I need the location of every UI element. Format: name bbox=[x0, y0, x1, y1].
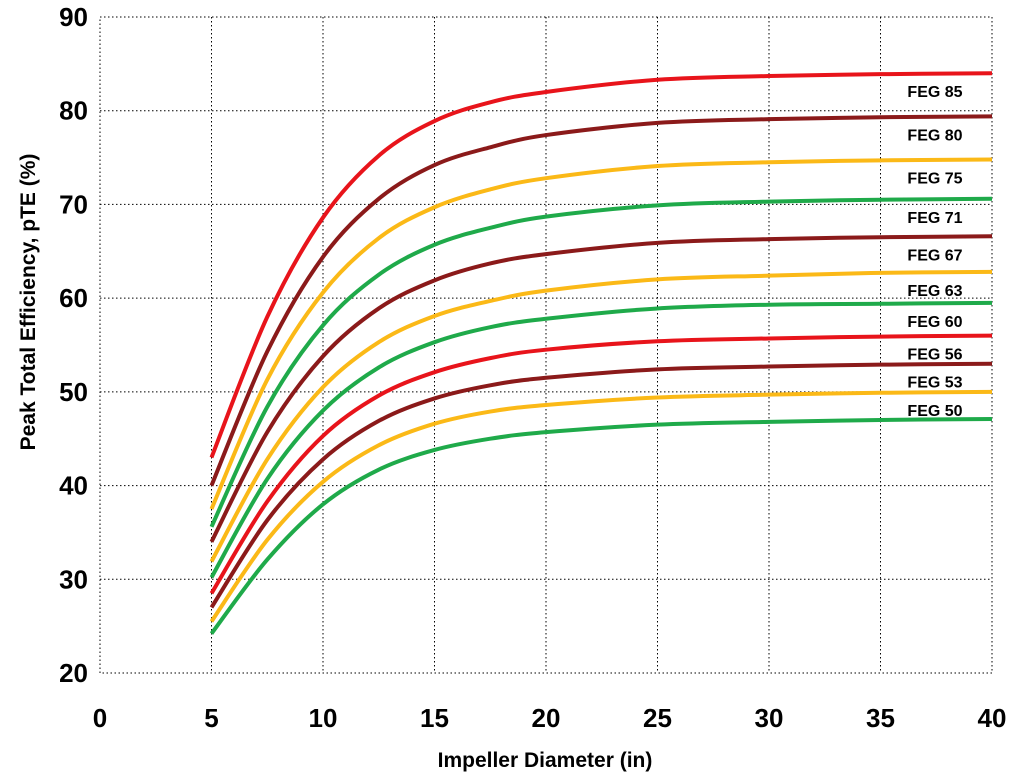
series-label: FEG 80 bbox=[907, 127, 962, 144]
y-tick-label: 30 bbox=[59, 564, 88, 594]
x-tick-label: 35 bbox=[866, 703, 895, 733]
series-label: FEG 53 bbox=[907, 375, 962, 392]
series-line bbox=[209, 389, 993, 623]
y-tick-label: 40 bbox=[59, 471, 88, 501]
series-line bbox=[209, 71, 993, 459]
series-label: FEG 71 bbox=[907, 210, 962, 227]
series-line bbox=[209, 417, 993, 635]
series-label: FEG 75 bbox=[907, 170, 962, 187]
series-line bbox=[209, 333, 993, 595]
series-line bbox=[209, 300, 993, 579]
series-line bbox=[209, 361, 993, 609]
y-tick-label: 60 bbox=[59, 283, 88, 313]
series-label: FEG 85 bbox=[907, 84, 962, 101]
x-tick-label: 0 bbox=[93, 703, 107, 733]
y-axis-title: Peak Total Efficiency, pTE (%) bbox=[17, 154, 40, 451]
series-line bbox=[209, 269, 993, 563]
series-line bbox=[209, 157, 993, 510]
series-line bbox=[209, 114, 993, 487]
plot-frame bbox=[99, 16, 993, 674]
y-tick-label: 90 bbox=[59, 2, 88, 32]
series-line bbox=[209, 196, 993, 528]
x-tick-label: 30 bbox=[755, 703, 784, 733]
x-tick-label: 40 bbox=[978, 703, 1007, 733]
axis-layer: 0 5 10 15 20 25 30 35 40 20 30 40 50 60 70 80 90 bbox=[59, 2, 1006, 733]
series-layer bbox=[209, 71, 993, 635]
x-tick-label: 5 bbox=[204, 703, 218, 733]
series-label: FEG 67 bbox=[907, 247, 962, 264]
series-label: FEG 50 bbox=[907, 403, 962, 420]
series-label-layer: FEG 85 FEG 80 FEG 75 FEG 71 FEG 67 FEG 63 FEG … bbox=[907, 84, 962, 420]
x-tick-label: 25 bbox=[643, 703, 672, 733]
series-label: FEG 56 bbox=[907, 347, 962, 364]
y-tick-label: 20 bbox=[59, 658, 88, 688]
y-tick-label: 70 bbox=[59, 189, 88, 219]
x-tick-label: 15 bbox=[420, 703, 449, 733]
series-label: FEG 60 bbox=[907, 314, 962, 331]
series-label: FEG 63 bbox=[907, 283, 962, 300]
x-tick-label: 10 bbox=[309, 703, 338, 733]
x-axis-title: Impeller Diameter (in) bbox=[438, 749, 653, 772]
y-tick-label: 80 bbox=[59, 96, 88, 126]
y-tick-label: 50 bbox=[59, 377, 88, 407]
x-tick-label: 20 bbox=[532, 703, 561, 733]
series-line bbox=[209, 234, 993, 543]
